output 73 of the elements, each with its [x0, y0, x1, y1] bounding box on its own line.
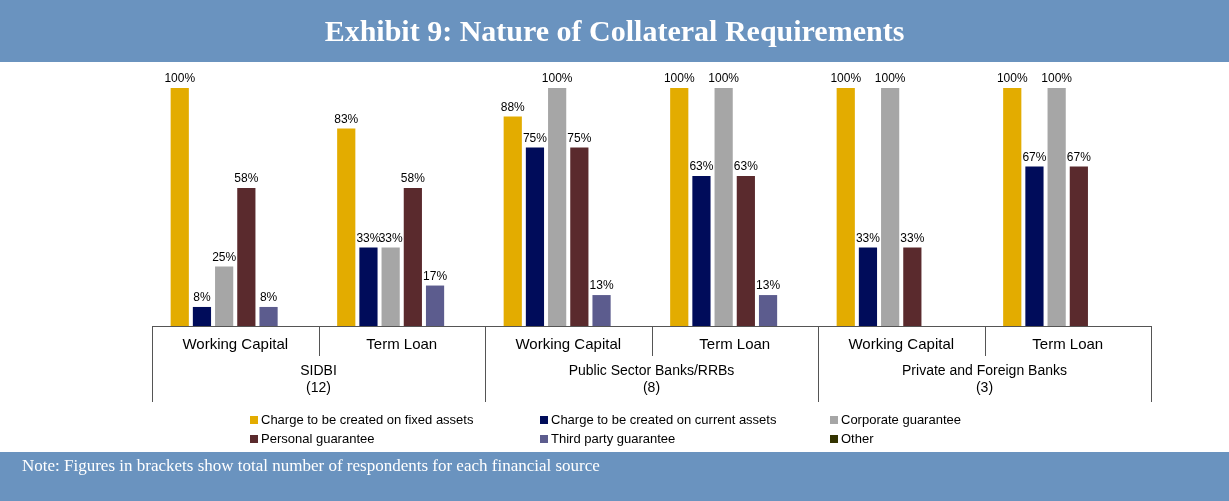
- text: SIDBI (12): [300, 361, 337, 395]
- bar: [425, 285, 445, 326]
- bar: [1047, 88, 1066, 326]
- data-label: 100%: [996, 71, 1028, 86]
- bar: [758, 295, 778, 326]
- bar: [192, 306, 212, 326]
- data-label: 100%: [663, 71, 695, 86]
- data-label: 8%: [259, 290, 278, 305]
- bar: [592, 295, 611, 326]
- data-label: 75%: [522, 130, 548, 145]
- data-label: 33%: [855, 230, 881, 245]
- x-tick-label: Working Capital: [182, 335, 289, 353]
- bar: [692, 176, 711, 326]
- data-label: 75%: [567, 130, 592, 145]
- x-tick-label: Term Loan: [1032, 335, 1104, 353]
- bar: [381, 247, 400, 326]
- data-label: 67%: [1022, 149, 1047, 164]
- data-label: 63%: [689, 159, 714, 174]
- x-tick-label: Term Loan: [699, 335, 771, 353]
- bar: [858, 247, 878, 326]
- data-label: 58%: [400, 171, 426, 186]
- data-label: 83%: [334, 111, 359, 126]
- bar: [1069, 166, 1088, 326]
- bar: [215, 266, 234, 326]
- data-label: 8%: [193, 290, 211, 305]
- legend-label: Charge to be created on fixed assets: [261, 412, 474, 427]
- legend-label: Other: [841, 431, 874, 446]
- legend-label: Personal guarantee: [261, 431, 375, 446]
- legend-label: Charge to be created on current assets: [551, 412, 777, 427]
- bar: [903, 247, 922, 326]
- data-label: 13%: [589, 278, 614, 293]
- data-label: 33%: [356, 230, 381, 245]
- text: Private and Foreign Banks (3): [902, 361, 1067, 395]
- bar: [237, 187, 256, 326]
- bar: [525, 147, 545, 326]
- bar: [736, 176, 755, 326]
- bar: [1025, 166, 1044, 326]
- bar: [1003, 88, 1022, 326]
- data-label: 100%: [164, 71, 196, 86]
- bar: [259, 306, 278, 326]
- bar: [548, 88, 567, 326]
- bar: [337, 128, 356, 326]
- data-label: 100%: [708, 71, 740, 86]
- data-label: 63%: [733, 159, 759, 174]
- bar: [881, 88, 900, 326]
- x-tick-label: Working Capital: [515, 335, 622, 353]
- legend-label: Corporate guarantee: [841, 412, 961, 427]
- x-tick-label: Working Capital: [848, 335, 955, 353]
- bar: [170, 88, 189, 326]
- bar: [359, 247, 378, 326]
- data-label: 100%: [541, 71, 573, 86]
- legend-label: Third party guarantee: [551, 431, 676, 446]
- bar: [836, 88, 855, 326]
- bar: [670, 88, 689, 326]
- data-label: 88%: [500, 99, 526, 114]
- bar: [570, 147, 589, 326]
- data-label: 33%: [900, 230, 925, 245]
- data-label: 17%: [423, 268, 448, 283]
- text: Note: Figures in brackets show total number of respondents for each financial source: [22, 456, 601, 476]
- x-tick-label: Term Loan: [366, 335, 438, 353]
- data-label: 25%: [212, 249, 237, 264]
- text: Public Sector Banks/RRBs (8): [568, 361, 735, 395]
- data-label: 13%: [756, 278, 781, 293]
- data-label: 67%: [1066, 149, 1092, 164]
- bar: [714, 88, 733, 326]
- data-label: 100%: [1041, 71, 1073, 86]
- data-label: 33%: [378, 230, 403, 245]
- bar: [503, 116, 522, 326]
- data-label: 100%: [830, 71, 862, 86]
- data-label: 58%: [234, 171, 259, 186]
- data-label: 100%: [874, 71, 906, 86]
- chart-title: Exhibit 9: Nature of Collateral Requirements: [0, 0, 1229, 62]
- bar: [403, 187, 422, 326]
